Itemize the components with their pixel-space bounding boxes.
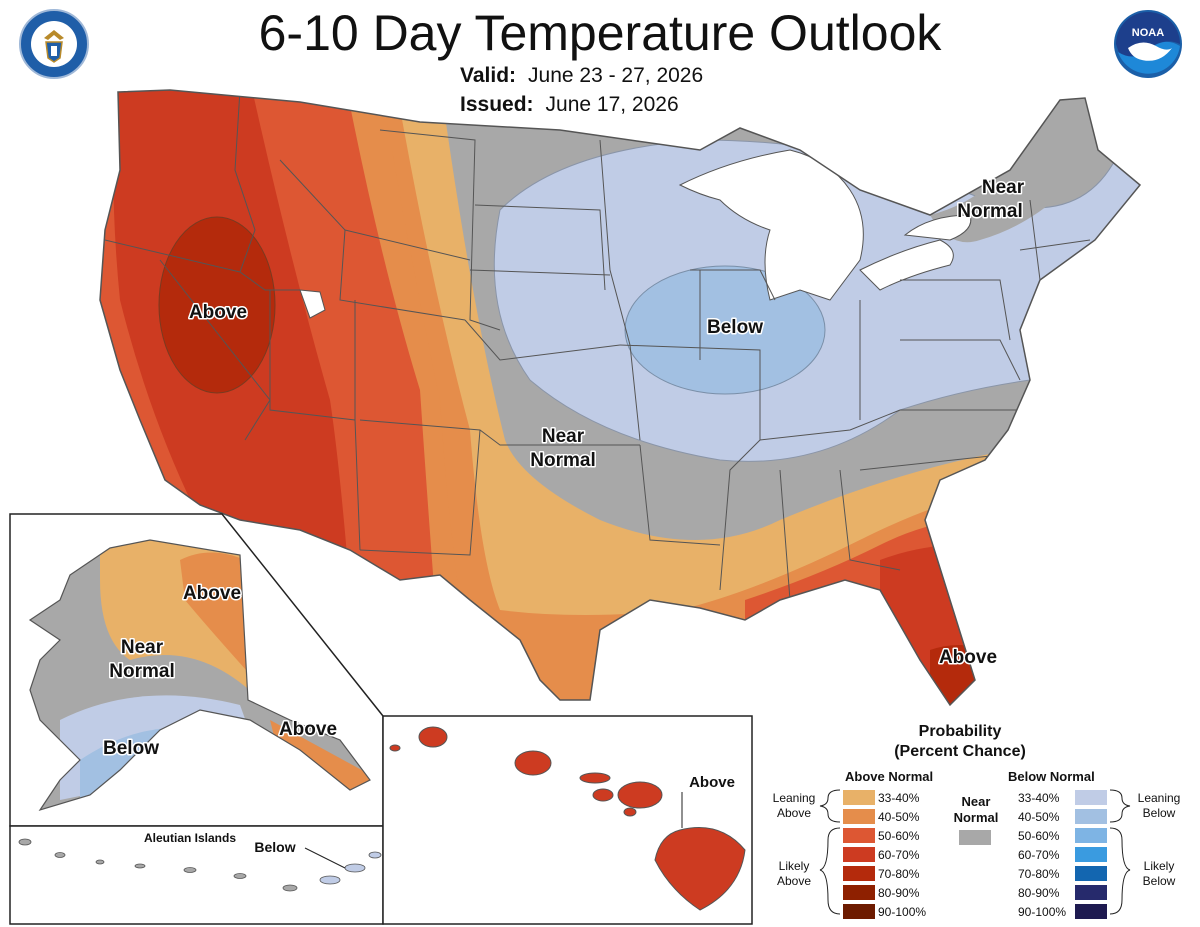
above-swatch-3 [843, 847, 875, 862]
issued-line: Issued: June 17, 2026 [460, 93, 679, 117]
valid-line: Valid: June 23 - 27, 2026 [460, 64, 703, 88]
legend-title-line2: (Percent Chance) [894, 743, 1026, 760]
above-range-label-0: 33-40% [878, 791, 920, 805]
legend-title: Probability (Percent Chance) [880, 722, 1040, 762]
below-range-label-0: 33-40% [1018, 791, 1060, 805]
alaska-below-label: Below [103, 738, 159, 759]
near-normal-line1: Near [961, 794, 991, 809]
hawaii-above-label: Above [689, 774, 735, 791]
west-above-label: Above [189, 302, 247, 323]
likely-above-label: Likely Above [766, 859, 822, 889]
valid-dates: June 23 - 27, 2026 [528, 64, 704, 87]
noaa-logo-icon: NOAA [1114, 10, 1182, 78]
state-boundaries [104, 90, 1091, 601]
above-range-label-6: 90-100% [878, 905, 927, 919]
below-range-label-2: 50-60% [1018, 829, 1060, 843]
below-swatch-5 [1075, 885, 1107, 900]
below-swatch-6 [1075, 904, 1107, 919]
leaning-below-line2: Below [1142, 806, 1176, 820]
alaska-above-north-label: Above [183, 583, 241, 604]
near-normal-legend-label: Near Normal [948, 794, 1004, 826]
central-near-label-1: Near [542, 426, 585, 447]
below-range-label-5: 80-90% [1018, 886, 1060, 900]
above-swatch-6 [843, 904, 875, 919]
above-swatch-2 [843, 828, 875, 843]
aleutian-title-label: Aleutian Islands [144, 831, 236, 845]
commerce-seal-icon [19, 9, 89, 79]
above-normal-header: Above Normal [845, 769, 934, 784]
aleutian-below-label: Below [254, 839, 295, 855]
map-title: 6-10 Day Temperature Outlook [258, 5, 942, 61]
above-swatch-1 [843, 809, 875, 824]
aleutian-islands-shapes [18, 838, 298, 892]
legend-title-line1: Probability [918, 723, 1002, 740]
above-swatch-5 [843, 885, 875, 900]
below-range-label-1: 40-50% [1018, 810, 1060, 824]
florida-above-label: Above [939, 647, 997, 668]
issued-label: Issued: [460, 93, 534, 116]
above-swatch-4 [843, 866, 875, 881]
likely-below-line2: Below [1142, 874, 1176, 888]
likely-below-label: Likely Below [1131, 859, 1187, 889]
issued-date: June 17, 2026 [545, 93, 679, 116]
midwest-below-label: Below [707, 317, 763, 338]
above-range-label-2: 50-60% [878, 829, 920, 843]
near-normal-swatch [959, 830, 991, 845]
below-normal-header: Below Normal [1008, 769, 1095, 784]
likely-below-line1: Likely [1143, 859, 1175, 873]
above-range-label-4: 70-80% [878, 867, 920, 881]
central-near-label-2: Normal [530, 450, 595, 471]
valid-label: Valid: [460, 64, 517, 87]
below-swatch-0 [1075, 790, 1107, 805]
near-normal-line2: Normal [953, 810, 999, 825]
leaning-below-label: Leaning Below [1131, 791, 1187, 821]
below-range-label-4: 70-80% [1018, 867, 1060, 881]
leaning-above-line1: Leaning [772, 791, 816, 805]
northeast-near-label-2: Normal [957, 201, 1022, 222]
above-range-label-3: 60-70% [878, 848, 920, 862]
hawaii-islands-shapes [389, 726, 746, 911]
likely-above-line2: Above [776, 874, 812, 888]
above-swatch-0 [843, 790, 875, 805]
above-range-label-1: 40-50% [878, 810, 920, 824]
leaning-below-line1: Leaning [1137, 791, 1181, 805]
below-range-label-6: 90-100% [1018, 905, 1067, 919]
legend-braces [819, 789, 1131, 915]
below-swatch-3 [1075, 847, 1107, 862]
noaa-logo-text: NOAA [1132, 27, 1164, 39]
likely-above-line1: Likely [778, 859, 810, 873]
northeast-near-label-1: Near [982, 177, 1025, 198]
leaning-above-label: Leaning Above [766, 791, 822, 821]
alaska-above-southeast-label: Above [279, 719, 337, 740]
below-swatch-4 [1075, 866, 1107, 881]
leaning-above-line2: Above [776, 806, 812, 820]
below-swatch-1 [1075, 809, 1107, 824]
alaska-near-label-1: Near [121, 637, 164, 658]
alaska-near-label-2: Normal [109, 661, 174, 682]
below-swatch-2 [1075, 828, 1107, 843]
below-range-label-3: 60-70% [1018, 848, 1060, 862]
above-range-label-5: 80-90% [878, 886, 920, 900]
